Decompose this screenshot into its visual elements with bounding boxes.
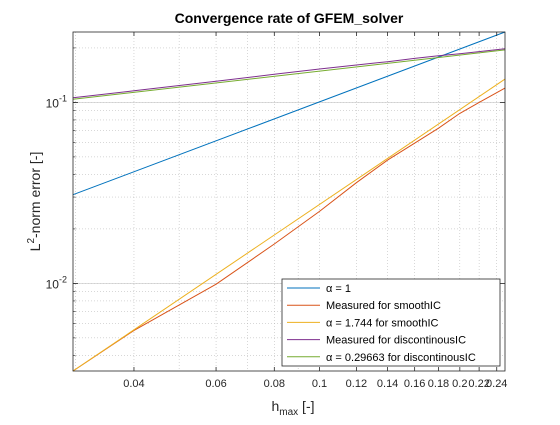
chart-title: Convergence rate of GFEM_solver — [175, 10, 404, 26]
x-tick-label: 0.06 — [205, 378, 226, 390]
series-line-5 — [72, 49, 506, 100]
series-lines — [72, 31, 506, 372]
legend-label: α = 1.744 for smoothIC — [326, 317, 439, 329]
y-axis-label-prefix: L — [27, 243, 43, 251]
legend-label: α = 1 — [326, 283, 351, 295]
x-tick-label: 0.24 — [486, 378, 507, 390]
legend: α = 1 Measured for smoothIC α = 1.744 for … — [281, 278, 501, 367]
x-tick-label: 0.2 — [452, 378, 467, 390]
legend-label: Measured for smoothIC — [326, 300, 441, 312]
series-line-1 — [72, 31, 506, 196]
tick-marks — [73, 32, 505, 371]
legend-label: Measured for discontinousIC — [326, 335, 466, 347]
axes-box — [72, 31, 506, 372]
y-axis-label-superscript: 2 — [26, 238, 37, 244]
series-line-4 — [72, 48, 506, 99]
y-axis-label: L2-norm error [-] — [26, 152, 43, 252]
y-tick-label: 10-2 — [46, 274, 67, 291]
x-tick-label: 0.12 — [346, 378, 367, 390]
y-axis-label-rest: -norm error [-] — [27, 152, 43, 238]
x-axis-label-unit: [-] — [298, 398, 314, 414]
x-axis-label-main: h — [271, 398, 279, 414]
x-tick-label: 0.16 — [404, 378, 425, 390]
y-tick-label: 10-1 — [46, 93, 67, 110]
x-tick-label: 0.08 — [264, 378, 285, 390]
series-line-2 — [72, 87, 506, 372]
x-axis-label: hmax [-] — [271, 398, 314, 418]
legend-label: α = 0.29663 for discontinousIC — [326, 352, 476, 364]
x-tick-label: 0.18 — [428, 378, 449, 390]
tick-labels: 0.04 0.06 0.08 0.1 0.12 0.14 0.16 0.18 0.2 0.220.… — [46, 93, 508, 390]
x-tick-label: 0.1 — [312, 378, 327, 390]
series-line-3 — [72, 78, 506, 372]
x-tick-label: 0.14 — [377, 378, 398, 390]
x-tick-label: 0.22 — [468, 378, 489, 390]
x-tick-label: 0.04 — [123, 378, 144, 390]
x-axis-label-subscript: max — [279, 407, 298, 418]
